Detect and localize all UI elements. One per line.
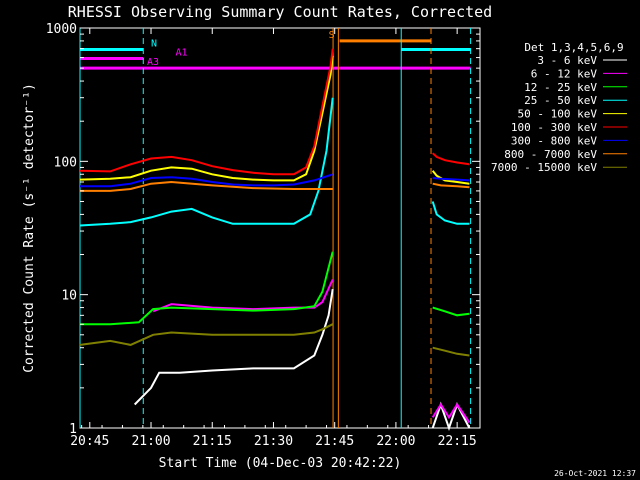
- flag-label-2: A3: [147, 57, 159, 68]
- legend-label-5: 100 - 300 keV: [511, 121, 597, 134]
- legend-label-3: 25 - 50 keV: [524, 94, 597, 107]
- series-line-1-0: [152, 279, 334, 313]
- y-tick-label-0: 1: [69, 422, 77, 437]
- x-tick-label-2: 21:15: [193, 434, 232, 449]
- flag-layer: N A3 A1 S: [80, 30, 471, 70]
- series-line-6-0: [80, 173, 334, 188]
- series-line-5-0: [79, 48, 334, 176]
- x-tick-label-5: 22:00: [376, 434, 415, 449]
- chart-title: RHESSI Observing Summary Count Rates, Co…: [68, 3, 492, 21]
- legend-label-7: 800 - 7000 keV: [504, 148, 597, 161]
- series-line-3-1: [431, 201, 470, 225]
- legend-label-6: 300 - 800 keV: [511, 134, 597, 147]
- series-layer: [79, 48, 471, 432]
- x-axis: 20:45 21:00 21:15 21:30 21:45 22:00 22:15: [70, 28, 477, 449]
- x-tick-label-0: 20:45: [70, 434, 109, 449]
- flag-label-0: N: [151, 38, 157, 49]
- vertical-markers: [79, 28, 472, 428]
- x-tick-label-6: 22:15: [438, 434, 477, 449]
- timestamp: 26-Oct-2021 12:37: [554, 469, 636, 478]
- y-axis: 1 10 100 1000: [46, 22, 480, 437]
- x-tick-label-4: 21:45: [315, 434, 354, 449]
- series-line-8-0: [79, 323, 334, 346]
- legend-label-8: 7000 - 15000 keV: [491, 161, 597, 174]
- series-line-7-0: [80, 180, 333, 192]
- series-line-3-0: [79, 97, 334, 227]
- series-line-4-1: [431, 170, 470, 185]
- series-line-1-1: [431, 402, 471, 424]
- legend-label-2: 12 - 25 keV: [524, 81, 597, 94]
- x-axis-label: Start Time (04-Dec-03 20:42:22): [159, 456, 402, 471]
- legend-label-0: 3 - 6 keV: [537, 54, 597, 67]
- series-line-4-0: [79, 55, 334, 182]
- flag-label-4: S: [329, 30, 335, 41]
- series-line-8-1: [432, 346, 470, 357]
- series-line-6-1: [432, 177, 470, 182]
- series-line-2-1: [432, 306, 470, 317]
- series-line-5-1: [432, 152, 470, 166]
- x-tick-label-3: 21:30: [254, 434, 293, 449]
- legend-title: Det 1,3,4,5,6,9: [524, 41, 623, 54]
- series-line-2-0: [80, 251, 334, 326]
- y-axis-label: Corrected Count Rate (s⁻¹ detector⁻¹): [22, 83, 37, 373]
- legend-label-4: 50 - 100 keV: [518, 108, 598, 121]
- y-tick-label-3: 1000: [46, 22, 77, 37]
- series-line-7-1: [432, 182, 470, 189]
- y-tick-label-1: 10: [61, 289, 77, 304]
- flag-label-3: A1: [176, 48, 188, 59]
- x-tick-label-1: 21:00: [131, 434, 170, 449]
- legend-label-1: 6 - 12 keV: [531, 67, 598, 80]
- y-tick-label-2: 100: [54, 155, 77, 170]
